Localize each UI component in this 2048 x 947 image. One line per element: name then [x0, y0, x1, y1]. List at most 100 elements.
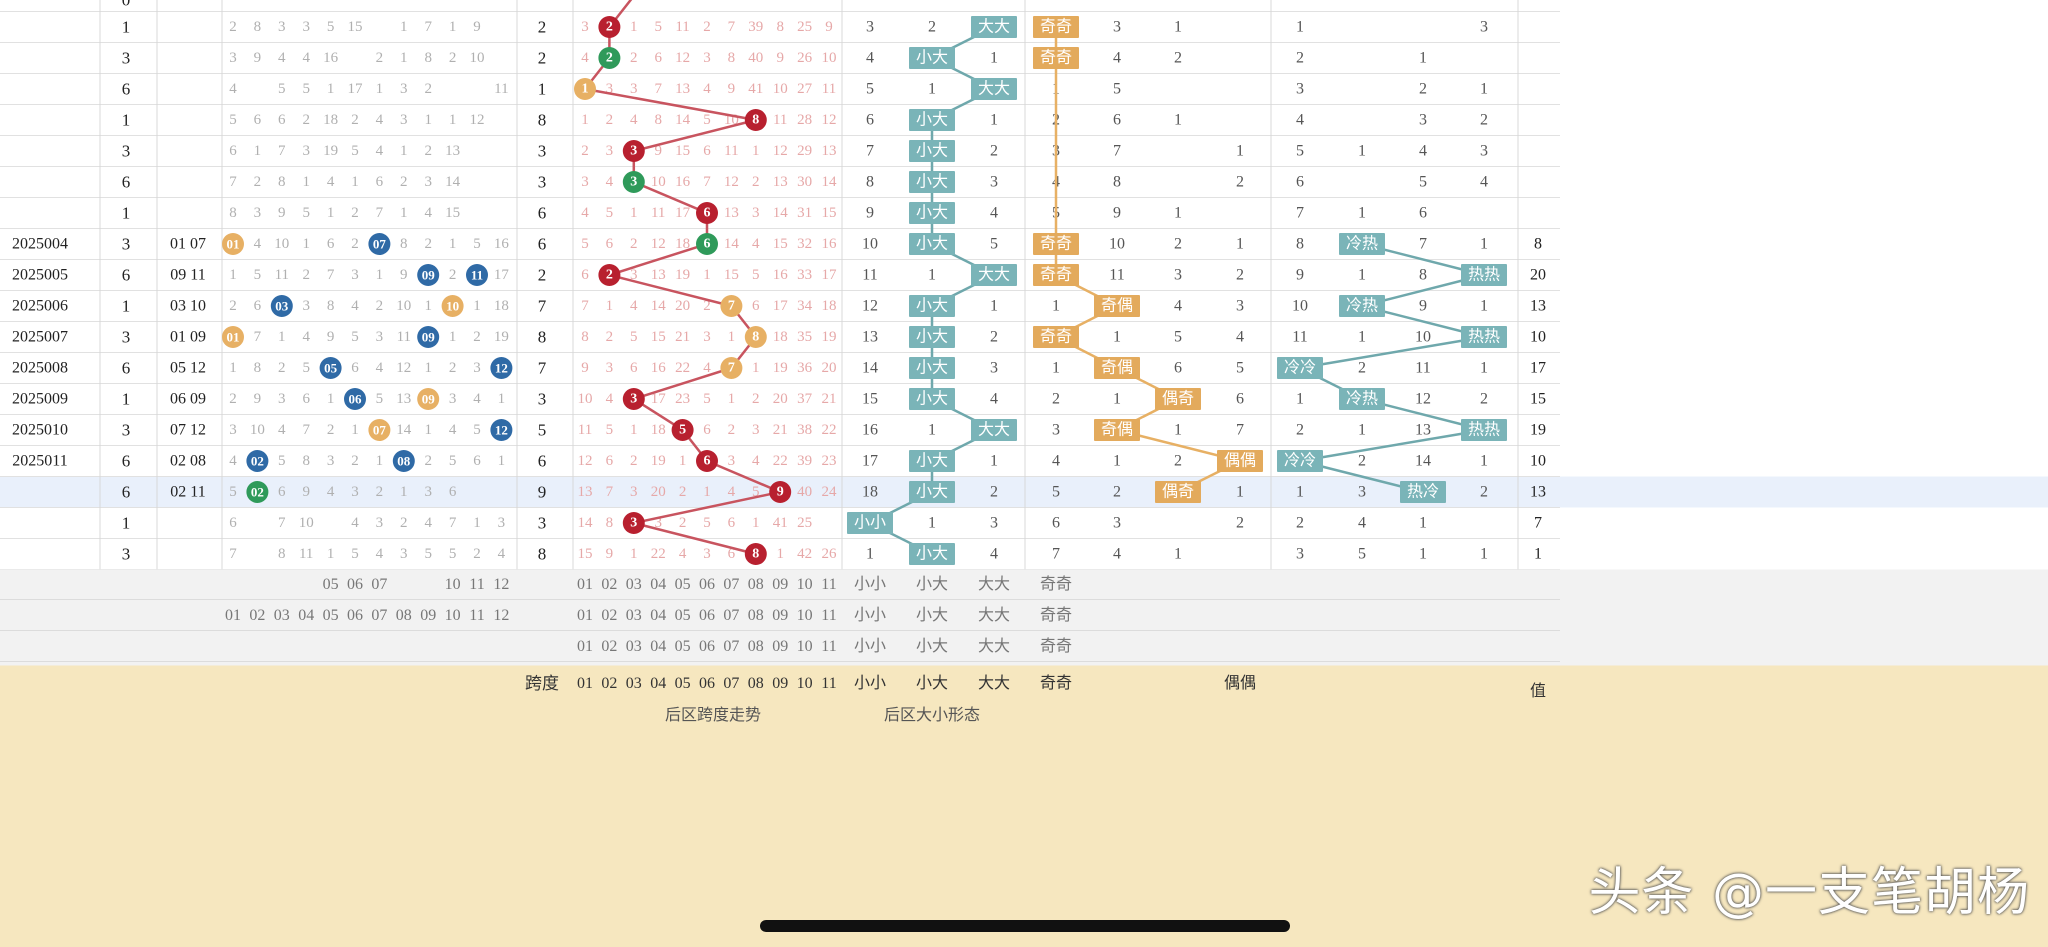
heat-state-tag-label: 热热 [1468, 266, 1500, 284]
heat-state-tag-label: 冷热 [1346, 297, 1378, 315]
parity-miss-value: 4 [1113, 546, 1121, 563]
pick-miss-value: 3 [229, 422, 237, 438]
heat-state-tag-label: 冷热 [1346, 390, 1378, 408]
home-indicator-bar[interactable] [760, 920, 1290, 932]
heat-miss-value: 10 [1415, 329, 1431, 346]
pick-ball [417, 326, 440, 348]
span-miss-value: 9 [776, 50, 784, 66]
footer-pick-digit: 08 [396, 607, 412, 624]
heat-miss-value: 7 [1296, 205, 1304, 222]
pick-miss-value: 1 [449, 329, 457, 345]
span-miss-value: 2 [606, 112, 614, 128]
span-miss-value: 9 [654, 143, 662, 159]
span-ball-label: 2 [606, 20, 613, 35]
pick-miss-value: 2 [327, 422, 335, 438]
parity-miss-value: 1 [1236, 484, 1244, 501]
heat-miss-value: 9 [1419, 298, 1427, 315]
pick-miss-value: 7 [229, 546, 237, 562]
span-miss-value: 7 [703, 174, 711, 190]
span-miss-value: 5 [703, 515, 711, 531]
heat-miss-value: 10 [1292, 298, 1308, 315]
span-miss-value: 3 [606, 81, 614, 97]
footer-pick-digit: 07 [371, 607, 387, 624]
span-miss-value: 22 [675, 360, 690, 376]
size-state-tag-label: 小大 [916, 483, 948, 501]
parity-miss-value: 3 [1113, 515, 1121, 532]
pick-miss-value: 3 [498, 515, 506, 531]
period-label: 2025010 [12, 422, 68, 439]
footer-span-digit: 11 [821, 638, 836, 655]
pick-ball [368, 419, 391, 441]
heat-miss-value: 2 [1480, 484, 1488, 501]
size-miss-value: 8 [866, 174, 874, 191]
span-miss-value: 15 [724, 267, 739, 283]
span-ball [696, 233, 718, 255]
span-miss-value: 8 [654, 112, 662, 128]
pick-numbers: 03 10 [170, 298, 206, 315]
size-miss-value: 3 [990, 174, 998, 191]
footer-header-span-digit: 11 [821, 675, 836, 692]
span-miss-value: 3 [728, 453, 736, 469]
span-miss-value: 5 [703, 112, 711, 128]
footer-span-digit: 02 [601, 576, 617, 593]
span-miss-value: 4 [679, 546, 687, 562]
span-miss-value: 26 [822, 546, 838, 562]
heat-miss-value: 4 [1296, 112, 1304, 129]
parity-miss-value: 4 [1236, 329, 1244, 346]
span-miss-value: 6 [728, 546, 736, 562]
size-miss-value: 4 [990, 205, 998, 222]
heat-state-tag [1277, 450, 1323, 472]
pick-miss-value: 10 [396, 298, 411, 314]
footer-header-span-digit: 03 [626, 675, 642, 692]
pick-miss-value: 5 [302, 205, 310, 221]
span-ball-label: 2 [606, 51, 613, 66]
pick-miss-value: 2 [351, 236, 359, 252]
pick-miss-value: 8 [327, 298, 335, 314]
footer-size-label: 小小 [854, 575, 886, 593]
pick-miss-value: 2 [449, 50, 457, 66]
span-miss-value: 5 [581, 236, 589, 252]
span-miss-value: 17 [773, 298, 789, 314]
footer-parity-label: 奇奇 [1040, 637, 1072, 655]
pick-miss-value: 4 [498, 546, 506, 562]
span-miss-value: 2 [728, 422, 736, 438]
size-miss-value: 6 [866, 112, 874, 129]
partial-top-sum: 0 [122, 0, 131, 10]
span-ball [696, 450, 718, 472]
span-value: 3 [538, 142, 547, 161]
size-miss-value: 1 [928, 515, 936, 532]
footer-pick-digit: 11 [469, 576, 484, 593]
span-value: 5 [538, 421, 547, 440]
pick-miss-value: 8 [278, 174, 286, 190]
period-label: 2025004 [12, 236, 68, 253]
footer-size-label: 大大 [978, 606, 1010, 624]
size-miss-value: 2 [990, 143, 998, 160]
pick-miss-value: 5 [351, 546, 359, 562]
pick-miss-value: 5 [351, 143, 359, 159]
parity-miss-value: 1 [1113, 329, 1121, 346]
period-label: 2025005 [12, 267, 68, 284]
pick-ball-label: 02 [251, 485, 264, 500]
span-miss-value: 17 [822, 267, 838, 283]
parity-miss-value: 1 [1236, 236, 1244, 253]
span-miss-value: 1 [728, 391, 736, 407]
pick-miss-value: 6 [254, 112, 262, 128]
pick-ball [246, 450, 269, 472]
footer-header-span-digit: 08 [748, 675, 764, 692]
span-miss-value: 4 [703, 81, 711, 97]
span-ball-label: 2 [606, 268, 613, 283]
span-ball [622, 388, 645, 410]
pick-miss-value: 5 [473, 236, 481, 252]
footer-pick-digit: 11 [469, 607, 484, 624]
footer-pick-digit: 07 [371, 576, 387, 593]
pick-miss-value: 2 [424, 236, 432, 252]
span-miss-value: 8 [581, 329, 589, 345]
span-miss-value: 6 [752, 298, 760, 314]
heat-miss-value: 13 [1415, 422, 1431, 439]
pick-miss-value: 4 [278, 422, 286, 438]
span-miss-value: 2 [630, 50, 638, 66]
pick-miss-value: 10 [274, 236, 289, 252]
span-miss-value: 18 [773, 329, 788, 345]
pick-ball [246, 481, 269, 503]
